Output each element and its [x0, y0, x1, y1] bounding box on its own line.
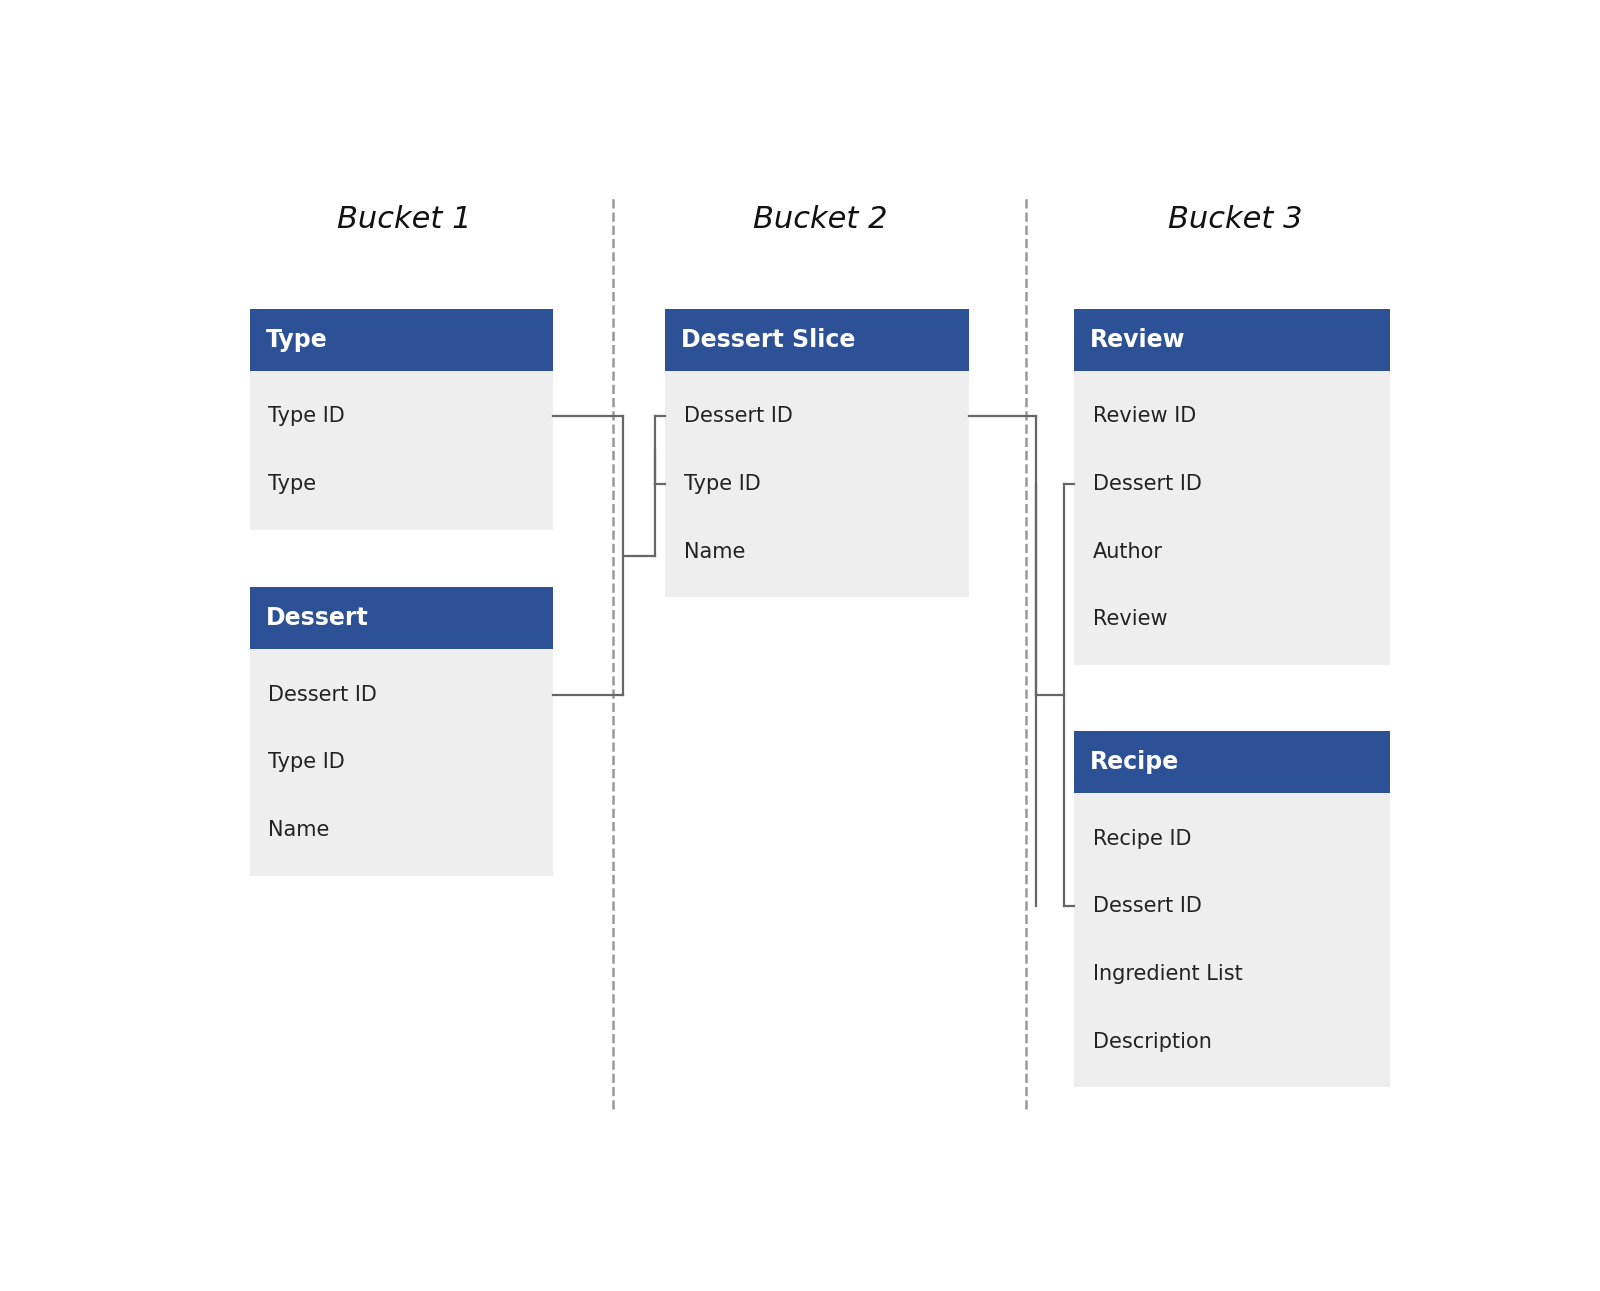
- Text: Type: Type: [266, 328, 328, 352]
- Text: Type ID: Type ID: [269, 753, 346, 772]
- Bar: [1074, 309, 1390, 371]
- Text: Dessert ID: Dessert ID: [1093, 474, 1202, 494]
- Text: Type ID: Type ID: [683, 474, 760, 494]
- Bar: [250, 587, 554, 649]
- Text: Dessert ID: Dessert ID: [269, 684, 378, 705]
- Text: Dessert ID: Dessert ID: [1093, 896, 1202, 917]
- Bar: [666, 309, 970, 371]
- Text: Dessert: Dessert: [266, 607, 368, 630]
- Bar: [1074, 793, 1390, 1087]
- Text: Bucket 1: Bucket 1: [338, 205, 472, 234]
- Text: Recipe ID: Recipe ID: [1093, 829, 1192, 849]
- Text: Dessert Slice: Dessert Slice: [682, 328, 856, 352]
- Bar: [1074, 371, 1390, 665]
- Text: Bucket 2: Bucket 2: [752, 205, 888, 234]
- Text: Description: Description: [1093, 1032, 1211, 1052]
- Text: Name: Name: [269, 820, 330, 840]
- Bar: [250, 649, 554, 875]
- Text: Review: Review: [1090, 328, 1186, 352]
- Text: Review ID: Review ID: [1093, 407, 1197, 426]
- Text: Review: Review: [1093, 609, 1168, 629]
- Text: Author: Author: [1093, 541, 1163, 562]
- Bar: [666, 371, 970, 598]
- Bar: [1074, 732, 1390, 793]
- Bar: [250, 309, 554, 371]
- Text: Type: Type: [269, 474, 317, 494]
- Bar: [250, 371, 554, 529]
- Text: Dessert ID: Dessert ID: [683, 407, 792, 426]
- Text: Bucket 3: Bucket 3: [1168, 205, 1302, 234]
- Text: Type ID: Type ID: [269, 407, 346, 426]
- Text: Ingredient List: Ingredient List: [1093, 964, 1243, 984]
- Text: Name: Name: [683, 541, 746, 562]
- Text: Recipe: Recipe: [1090, 750, 1179, 775]
